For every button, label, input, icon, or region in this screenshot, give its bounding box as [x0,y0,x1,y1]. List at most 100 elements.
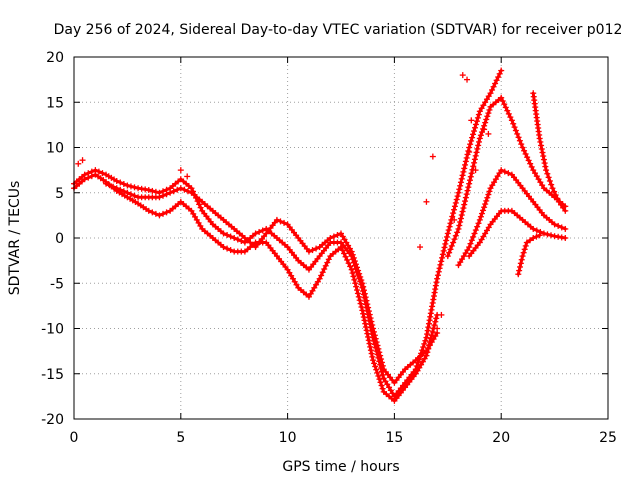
data-point-marker [483,116,490,123]
data-point-marker [359,280,366,287]
data-point-marker [467,240,474,247]
data-point-marker [549,185,556,192]
data-point-marker [491,179,498,186]
data-point-marker [467,173,474,180]
data-point-marker [519,253,526,260]
data-point-marker [476,135,483,142]
data-point-marker [379,385,386,392]
data-point-marker [474,145,481,152]
data-point-marker [518,141,525,148]
data-point-marker [174,186,181,193]
x-tick-label: 15 [385,430,403,446]
data-point-marker [527,160,534,167]
data-point-marker [220,244,227,251]
scatter-point-marker [472,167,479,174]
data-point-marker [478,210,485,217]
data-point-marker [480,102,487,109]
data-point-marker [523,239,530,246]
data-point-marker [475,142,482,149]
data-point-marker [380,375,387,382]
data-point-marker [519,144,526,151]
data-point-marker [370,325,377,332]
y-tick-label: 0 [55,231,64,247]
data-point-marker [447,220,454,227]
data-point-marker [533,233,540,240]
data-point-marker [195,219,202,226]
data-point-marker [511,124,518,131]
data-point-marker [477,132,484,139]
data-point-marker [127,191,134,198]
data-point-marker [457,259,464,266]
data-point-marker [313,281,320,288]
data-point-marker [446,223,453,230]
data-point-marker [341,250,348,257]
data-point-marker [293,281,300,288]
data-point-marker [252,230,259,237]
data-point-marker [535,176,542,183]
data-point-marker [372,335,379,342]
data-point-marker [163,191,170,198]
data-point-marker [314,278,321,285]
data-point-marker [327,235,334,241]
data-point-marker [457,182,464,189]
data-point-marker [530,167,537,174]
data-point-marker [471,230,478,237]
data-point-marker [85,174,92,181]
data-point-marker [545,174,552,181]
data-point-marker [414,367,421,374]
data-point-marker [231,235,238,241]
data-point-marker [416,364,423,371]
y-tick-label: -10 [41,322,64,338]
data-point-marker [429,328,436,335]
data-point-marker [521,246,528,253]
data-point-marker [537,228,544,235]
data-point-marker [437,261,444,268]
data-point-marker [455,262,462,269]
data-point-marker [440,247,447,254]
data-point-marker [113,185,120,192]
data-point-marker [475,220,482,227]
data-point-marker [453,196,460,203]
data-point-marker [356,297,363,304]
data-point-marker [473,149,480,156]
data-point-marker [110,183,117,190]
data-point-marker [528,163,535,170]
data-point-marker [533,173,540,180]
data-point-marker [471,159,478,166]
data-point-marker [156,194,163,201]
scatter-point-marker [481,126,488,133]
data-point-marker [484,113,491,120]
data-point-marker [366,311,373,318]
data-point-marker [436,265,443,272]
data-point-marker [227,233,234,240]
data-point-marker [330,233,337,240]
data-point-marker [291,278,298,285]
data-point-marker [555,198,562,205]
data-point-marker [524,154,531,161]
data-point-marker [163,209,170,216]
data-point-marker [451,206,458,213]
data-point-marker [371,332,378,339]
data-point-marker [284,266,291,273]
y-axis-label: SDTVAR / TECUs [7,181,23,296]
data-point-marker [352,261,359,268]
data-point-marker [462,198,469,205]
data-point-marker [273,216,280,223]
data-point-marker [145,207,152,214]
data-point-marker [374,342,381,349]
data-series [71,67,569,404]
data-point-marker [482,119,489,126]
data-point-marker [468,237,475,244]
data-point-marker [99,170,106,177]
data-point-marker [371,360,378,367]
data-point-marker [546,177,553,184]
data-point-marker [480,207,487,214]
x-tick-label: 0 [70,430,79,446]
data-point-marker [450,239,457,246]
data-point-marker [536,135,543,142]
data-point-marker [522,242,529,249]
scatter-point-marker [468,117,475,124]
data-point-marker [492,176,499,183]
